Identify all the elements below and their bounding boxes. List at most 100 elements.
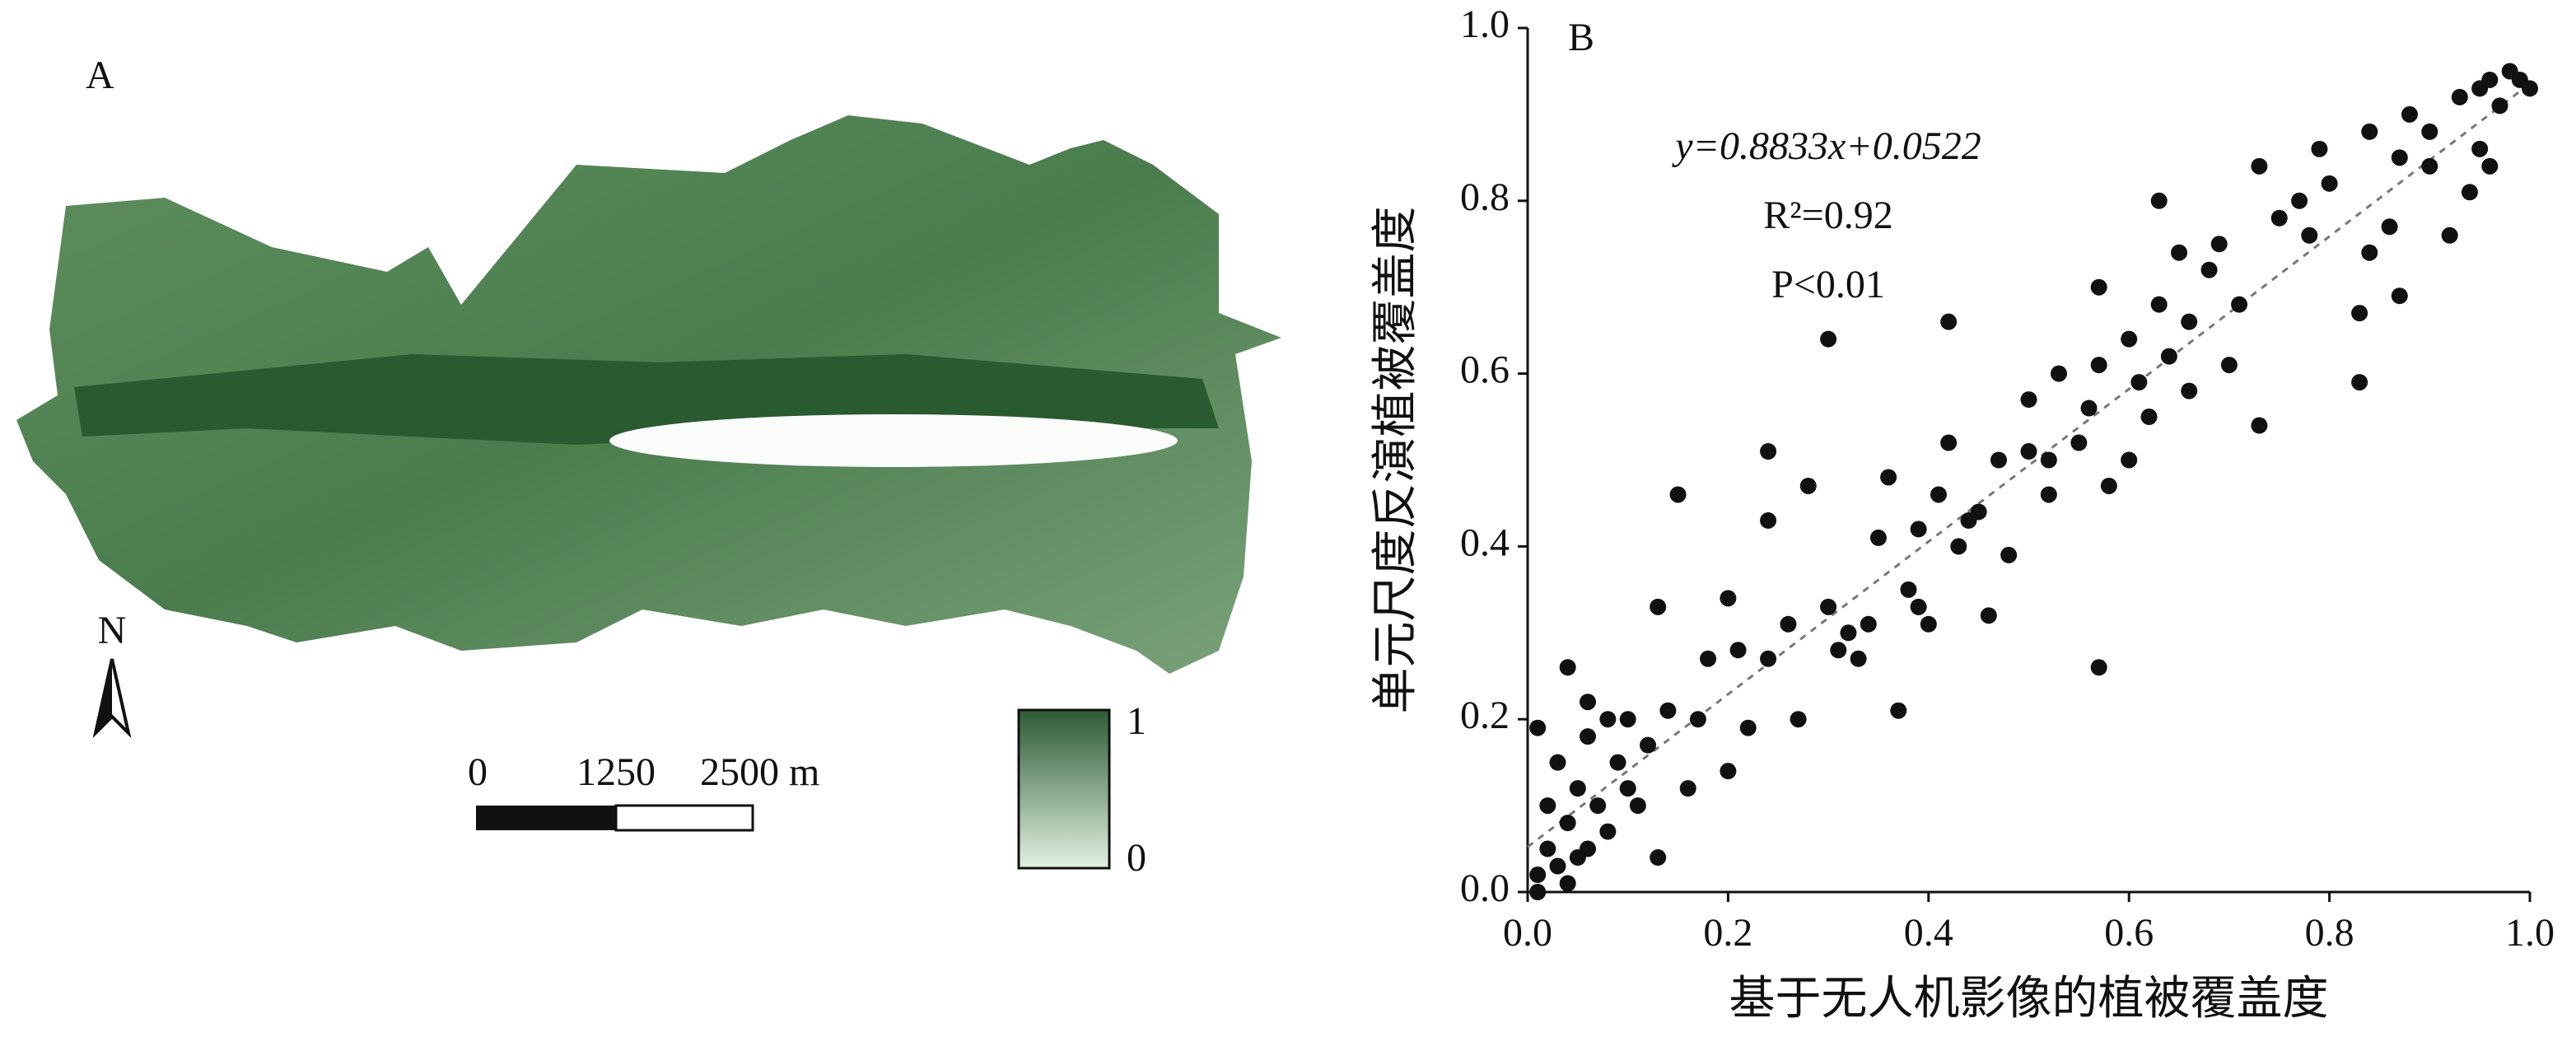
point	[2522, 80, 2538, 97]
point	[1720, 763, 1737, 780]
point	[2491, 97, 2508, 114]
point	[1799, 477, 1817, 494]
point	[2451, 88, 2468, 105]
point	[2391, 287, 2408, 305]
y-tick-label: 0.4	[1460, 521, 1510, 564]
point	[1619, 780, 1636, 797]
map-lake	[609, 414, 1178, 467]
point	[1940, 313, 1958, 330]
y-tick-label: 0.6	[1460, 348, 1510, 392]
point	[2251, 157, 2268, 175]
point	[1780, 615, 1797, 633]
point	[1629, 797, 1646, 815]
point	[2231, 296, 2248, 313]
point	[1850, 650, 1867, 667]
point	[2361, 123, 2378, 140]
point	[1580, 840, 1597, 857]
point	[1689, 711, 1706, 728]
x-tick-label: 0.6	[2104, 911, 2154, 955]
north-arrow-half	[96, 659, 112, 733]
point	[1529, 884, 1547, 900]
point	[2090, 278, 2107, 296]
point	[2481, 71, 2499, 88]
point	[2080, 399, 2098, 417]
x-tick-label: 0.2	[1703, 911, 1752, 955]
point	[2171, 244, 2188, 261]
point	[1580, 728, 1597, 745]
point	[1529, 867, 1547, 884]
point	[2150, 296, 2168, 313]
point	[1650, 598, 1667, 615]
y-tick-label: 0.0	[1460, 867, 1510, 910]
point	[1700, 650, 1717, 667]
point	[1659, 702, 1677, 719]
point	[2051, 365, 2068, 382]
y-tick-label: 0.8	[1460, 175, 1510, 219]
point	[1559, 875, 1576, 892]
point	[2401, 105, 2418, 123]
point	[2270, 209, 2288, 227]
point	[1599, 823, 1617, 840]
point	[2200, 261, 2218, 278]
point	[2100, 477, 2117, 494]
point	[2251, 417, 2268, 434]
point	[2321, 175, 2338, 192]
point	[1669, 486, 1687, 503]
point	[2150, 192, 2168, 209]
point	[1960, 511, 1977, 529]
point	[2351, 305, 2368, 322]
point	[2311, 140, 2328, 157]
y-axis-label: 单元尺度反演植被覆盖度	[1370, 207, 1421, 714]
point	[2040, 486, 2057, 503]
point	[1619, 711, 1636, 728]
point	[1840, 624, 1857, 642]
point	[1599, 711, 1617, 728]
point	[2471, 140, 2489, 157]
colorbar	[1017, 708, 1111, 870]
point	[1529, 719, 1547, 736]
x-tick-label: 0.0	[1503, 911, 1552, 955]
point	[1559, 815, 1576, 832]
point	[1990, 451, 2007, 469]
panel-label: B	[1568, 16, 1594, 59]
point	[1760, 443, 1777, 460]
point	[2421, 123, 2438, 140]
point	[2130, 374, 2148, 391]
point	[2381, 218, 2398, 236]
point	[1880, 469, 1897, 486]
fit-line	[1527, 82, 2531, 848]
scale-bar-light	[614, 804, 754, 832]
point	[2361, 244, 2378, 261]
x-tick-label: 0.8	[2305, 911, 2354, 955]
point	[1739, 719, 1757, 736]
point	[2210, 236, 2228, 253]
point	[2020, 391, 2037, 409]
point	[2220, 357, 2238, 374]
point	[1760, 650, 1777, 667]
point	[1609, 754, 1626, 771]
point	[1679, 780, 1696, 797]
colorbar-label: 0	[1127, 836, 1146, 880]
point	[2160, 348, 2177, 365]
point	[1869, 529, 1887, 546]
point	[2481, 157, 2499, 175]
point	[1539, 797, 1556, 815]
point	[1640, 736, 1657, 754]
point	[1940, 434, 1958, 451]
point	[2121, 330, 2138, 348]
point	[1760, 511, 1777, 529]
point	[2121, 451, 2138, 469]
point	[2421, 157, 2438, 175]
colorbar-label: 1	[1127, 699, 1146, 743]
x-tick-label: 1.0	[2505, 911, 2555, 955]
point	[1860, 615, 1877, 633]
point	[2391, 149, 2408, 166]
point	[2070, 434, 2088, 451]
point	[1820, 330, 1837, 348]
point	[1980, 607, 1997, 624]
point	[2301, 227, 2318, 244]
point	[1910, 598, 1927, 615]
scale-label: 1250	[576, 750, 656, 794]
